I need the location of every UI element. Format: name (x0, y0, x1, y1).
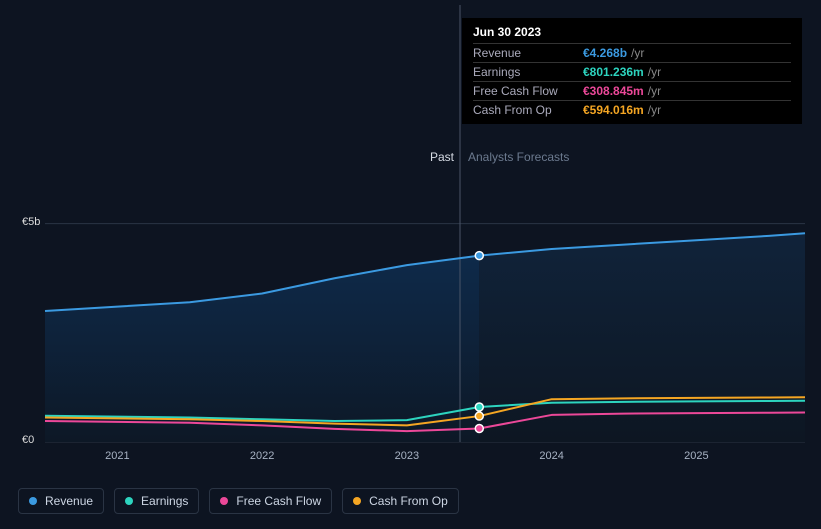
legend-dot-icon (220, 497, 228, 505)
legend-item-label: Cash From Op (369, 494, 448, 508)
tooltip-row-earnings: Earnings€801.236m/yr (473, 62, 791, 81)
tooltip-row-label: Revenue (473, 46, 583, 60)
tooltip-row-suffix: /yr (631, 46, 644, 60)
legend-item-label: Earnings (141, 494, 188, 508)
legend-item-label: Revenue (45, 494, 93, 508)
x-axis-tick-label: 2024 (539, 450, 563, 462)
tooltip-row-label: Cash From Op (473, 103, 583, 117)
tooltip-row-value: €308.845m (583, 84, 644, 98)
tooltip-row-revenue: Revenue€4.268b/yr (473, 43, 791, 62)
chart-tooltip: Jun 30 2023 Revenue€4.268b/yrEarnings€80… (462, 18, 802, 124)
legend-dot-icon (353, 497, 361, 505)
tooltip-row-suffix: /yr (648, 84, 661, 98)
y-axis-tick-label: €0 (22, 434, 34, 446)
section-label-forecast: Analysts Forecasts (468, 150, 569, 164)
tooltip-row-suffix: /yr (648, 65, 661, 79)
tooltip-row-label: Free Cash Flow (473, 84, 583, 98)
tooltip-date: Jun 30 2023 (473, 25, 791, 43)
legend-item-fcf[interactable]: Free Cash Flow (209, 488, 332, 514)
tooltip-row-suffix: /yr (648, 103, 661, 117)
x-axis-tick-label: 2023 (395, 450, 419, 462)
legend-item-revenue[interactable]: Revenue (18, 488, 104, 514)
x-axis-tick-label: 2022 (250, 450, 274, 462)
tooltip-row-cfo: Cash From Op€594.016m/yr (473, 100, 791, 119)
tooltip-row-fcf: Free Cash Flow€308.845m/yr (473, 81, 791, 100)
legend-item-cfo[interactable]: Cash From Op (342, 488, 459, 514)
tooltip-row-value: €594.016m (583, 103, 644, 117)
tooltip-row-value: €801.236m (583, 65, 644, 79)
legend-dot-icon (125, 497, 133, 505)
x-axis-tick-label: 2025 (684, 450, 708, 462)
legend-item-earnings[interactable]: Earnings (114, 488, 199, 514)
legend-item-label: Free Cash Flow (236, 494, 321, 508)
chart-container: Jun 30 2023 Revenue€4.268b/yrEarnings€80… (0, 0, 821, 524)
y-axis-tick-label: €5b (22, 216, 40, 228)
tooltip-row-value: €4.268b (583, 46, 627, 60)
chart-legend: Revenue Earnings Free Cash Flow Cash From O… (18, 488, 459, 514)
legend-dot-icon (29, 497, 37, 505)
section-label-past: Past (430, 150, 454, 164)
tooltip-row-label: Earnings (473, 65, 583, 79)
x-axis-tick-label: 2021 (105, 450, 129, 462)
